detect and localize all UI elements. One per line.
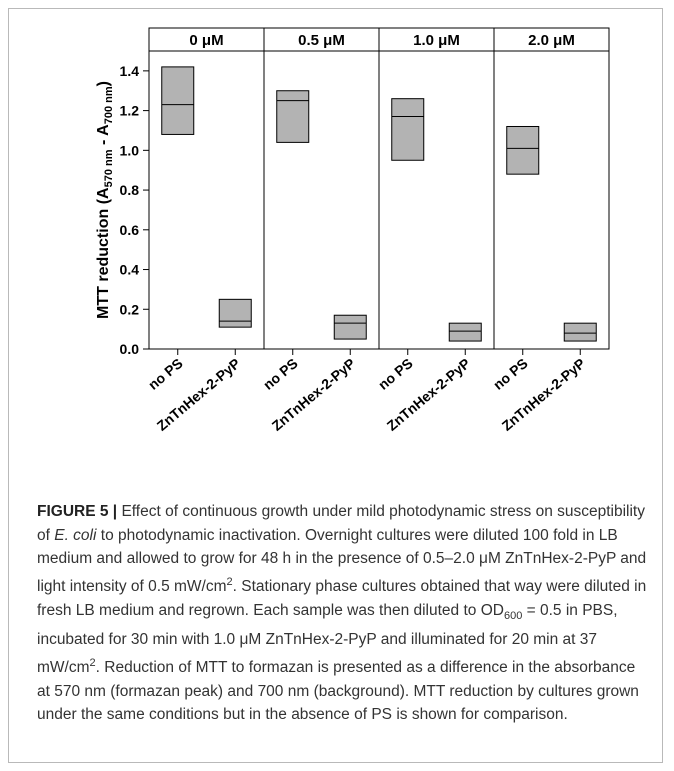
box — [333, 314, 367, 340]
box — [391, 98, 425, 161]
panel-title: 1.0 μM — [413, 32, 460, 49]
y-tick-label: 1.2 — [120, 103, 140, 119]
y-tick-label: 0.6 — [120, 222, 140, 238]
box — [506, 125, 540, 175]
panel-title: 2.0 μM — [528, 32, 575, 49]
box — [563, 322, 597, 342]
mtt-reduction-chart: 0.0 0.2 0.4 0.6 0.8 1.0 1.2 1.4 MTT reduction (A… — [95, 27, 610, 434]
y-axis-label-part-4: ) — [95, 81, 112, 86]
panel-title: 0.5 μM — [298, 32, 345, 49]
y-tick-label: 1.4 — [120, 63, 140, 79]
y-axis-label-part-1: 570 nm — [103, 149, 115, 187]
y-tick-label: 0.8 — [120, 182, 140, 198]
panel-title: 0 μM — [189, 32, 223, 49]
caption-part-7: 2 — [89, 656, 96, 669]
y-axis-label-part-2: - A — [95, 124, 112, 150]
x-tick-label: no PS — [145, 355, 186, 393]
y-tick-label: 1.0 — [120, 142, 140, 158]
box — [448, 322, 482, 342]
caption-part-3: 2 — [226, 575, 233, 588]
box — [218, 298, 252, 328]
caption-part-6: = 0.5 in PBS, incubated for 30 min with … — [37, 601, 618, 676]
y-axis-label-part-3: 700 nm — [103, 86, 115, 124]
y-tick-label: 0.0 — [120, 341, 140, 357]
caption-text: Effect of continuous growth under mild p… — [37, 503, 646, 723]
caption-label: FIGURE 5 | — [37, 503, 118, 520]
caption-part-8: . Reduction of MTT to formazan is presen… — [37, 658, 639, 724]
y-axis-label-part-0: MTT reduction (A — [95, 187, 112, 319]
figure-caption: FIGURE 5 | Effect of continuous growth u… — [37, 500, 647, 727]
caption-part-5: 600 — [503, 609, 523, 622]
caption-part-4: . Stationary phase cultures obtained tha… — [37, 577, 647, 619]
caption-part-0: Effect of continuous growth under mild p… — [37, 503, 645, 544]
y-axis-label: MTT reduction (A570 nm - A700 nm) — [95, 81, 115, 319]
box — [276, 90, 310, 143]
y-tick-label: 0.2 — [120, 301, 140, 317]
x-tick-label: no PS — [375, 355, 416, 393]
y-tick-label: 0.4 — [120, 262, 140, 278]
figure-frame — [8, 8, 663, 763]
x-tick-label: no PS — [260, 355, 301, 393]
box — [161, 66, 195, 135]
caption-part-1: E. coli — [54, 526, 97, 544]
caption-part-2: to photodynamic inactivation. Overnight … — [37, 526, 647, 595]
x-tick-label: no PS — [490, 355, 531, 393]
